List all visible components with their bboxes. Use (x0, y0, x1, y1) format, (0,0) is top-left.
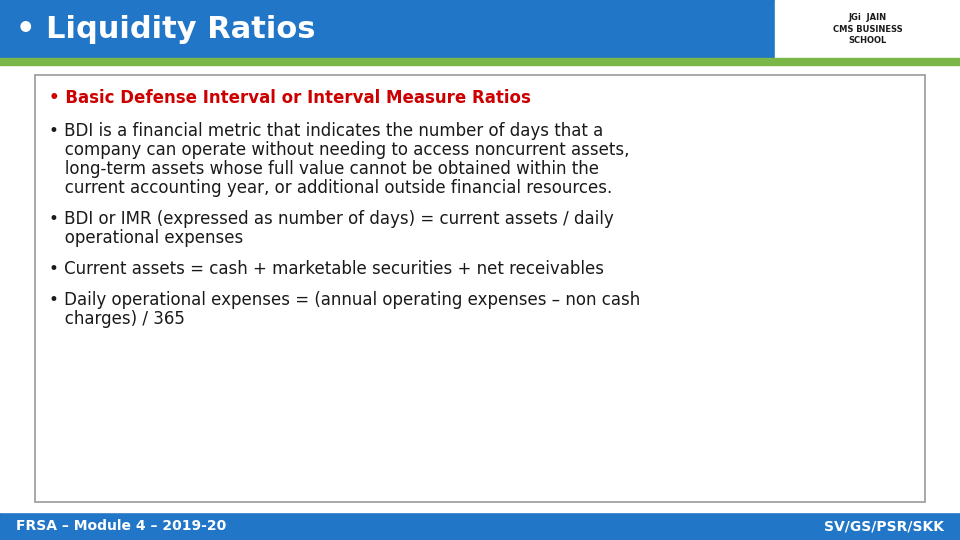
Text: • Daily operational expenses = (annual operating expenses – non cash: • Daily operational expenses = (annual o… (49, 291, 640, 309)
Bar (35, 75, 925, 502)
Bar (0, 512, 960, 540)
Text: • BDI is a financial metric that indicates the number of days that a: • BDI is a financial metric that indicat… (49, 122, 603, 140)
Text: • Basic Defense Interval or Interval Measure Ratios: • Basic Defense Interval or Interval Mea… (49, 89, 531, 107)
Text: current accounting year, or additional outside financial resources.: current accounting year, or additional o… (49, 179, 612, 197)
Text: • Current assets = cash + marketable securities + net receivables: • Current assets = cash + marketable sec… (49, 260, 604, 278)
Text: • BDI or IMR (expressed as number of days) = current assets / daily: • BDI or IMR (expressed as number of day… (49, 210, 613, 228)
Text: charges) / 365: charges) / 365 (49, 310, 185, 328)
Bar (775, 0, 960, 58)
Text: SV/GS/PSR/SKK: SV/GS/PSR/SKK (824, 519, 944, 533)
Bar (0, 65, 960, 512)
Text: company can operate without needing to access noncurrent assets,: company can operate without needing to a… (49, 141, 630, 159)
Text: FRSA – Module 4 – 2019-20: FRSA – Module 4 – 2019-20 (16, 519, 227, 533)
Text: long-term assets whose full value cannot be obtained within the: long-term assets whose full value cannot… (49, 160, 599, 178)
Text: • Liquidity Ratios: • Liquidity Ratios (16, 15, 316, 44)
Bar (0, 0, 960, 58)
Text: JGi  JAIN
CMS BUSINESS
SCHOOL: JGi JAIN CMS BUSINESS SCHOOL (832, 14, 902, 45)
Bar (0, 58, 960, 65)
Text: operational expenses: operational expenses (49, 229, 243, 247)
